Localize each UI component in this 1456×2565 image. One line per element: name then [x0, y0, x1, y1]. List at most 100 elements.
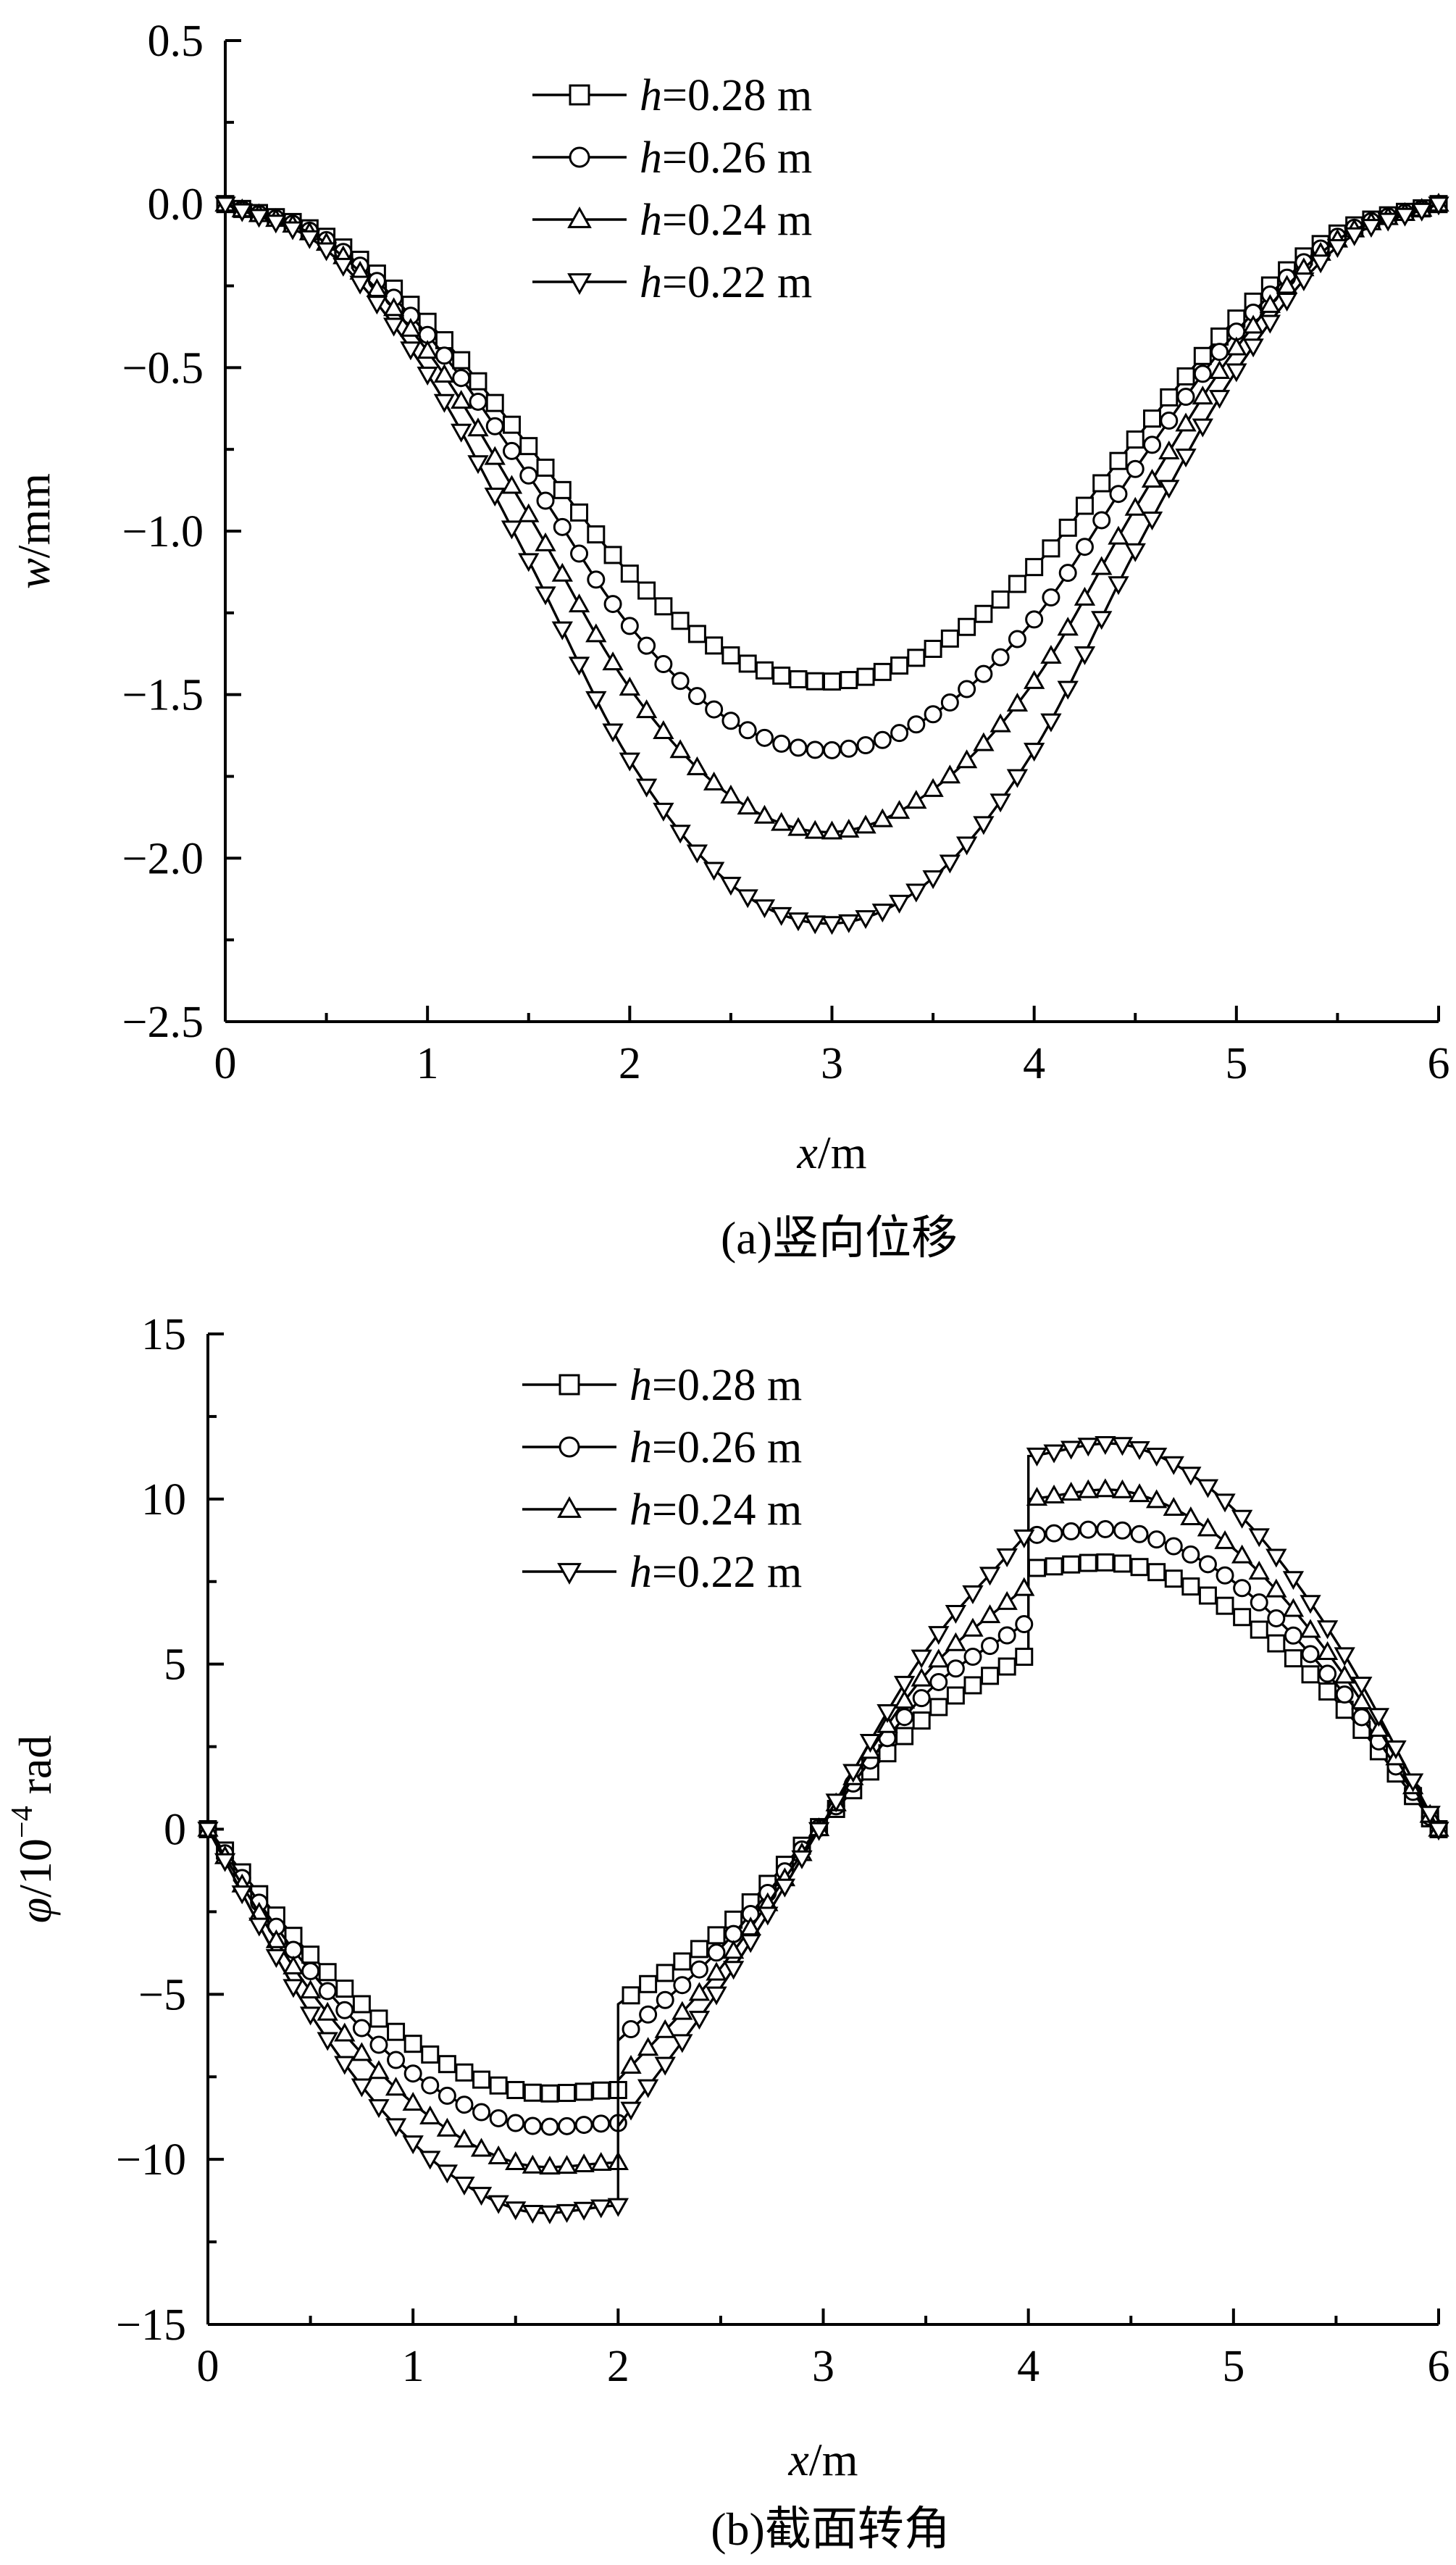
data-point	[878, 1744, 897, 1763]
data-point	[1351, 1676, 1373, 1696]
data-point	[635, 699, 658, 719]
legend-label: h=0.22 m	[629, 1548, 802, 1597]
data-point	[299, 2006, 322, 2026]
data-point	[945, 1604, 967, 1624]
data-point	[248, 1917, 270, 1937]
data-point	[1198, 1555, 1217, 1574]
data-point	[1335, 1701, 1354, 1719]
data-point	[637, 2079, 659, 2098]
data-point	[1025, 610, 1044, 629]
data-point	[856, 667, 875, 686]
data-point	[838, 914, 860, 933]
data-point	[1015, 1648, 1034, 1667]
data-point	[671, 2034, 693, 2053]
data-point	[1210, 327, 1229, 346]
legend-label: h=0.22 m	[640, 258, 812, 307]
legend-label: h=0.28 m	[629, 1361, 802, 1410]
data-point	[893, 1690, 916, 1709]
data-point	[774, 1878, 796, 1898]
data-point	[1419, 1806, 1441, 1825]
data-point	[955, 836, 978, 856]
data-point	[1145, 1489, 1168, 1509]
data-point	[876, 1704, 898, 1724]
data-point	[1214, 1530, 1236, 1549]
data-point	[871, 808, 893, 827]
data-point	[1326, 239, 1349, 259]
data-point	[387, 2051, 406, 2069]
data-point	[419, 2151, 441, 2170]
data-point	[505, 2201, 527, 2221]
data-point	[558, 2083, 577, 2102]
data-point	[1124, 543, 1146, 562]
data-point	[1198, 1586, 1217, 1605]
data-point	[669, 739, 691, 759]
data-point	[1163, 1497, 1184, 1517]
x-tick-label: 5	[1222, 2342, 1244, 2391]
x-axis-label: x/m	[788, 2434, 858, 2485]
data-point	[990, 713, 1011, 733]
data-point	[1242, 338, 1264, 358]
data-point	[603, 546, 622, 564]
data-point	[469, 372, 488, 391]
data-point	[1428, 1822, 1449, 1841]
x-axis-label-var: x	[788, 2434, 809, 2485]
data-point	[1026, 1447, 1048, 1467]
legend-marker	[557, 1563, 582, 1585]
data-point	[1013, 1577, 1035, 1596]
legend-marker	[567, 273, 592, 296]
data-point	[298, 230, 320, 249]
data-point	[518, 503, 540, 522]
data-point	[574, 2082, 593, 2101]
data-point	[946, 1686, 965, 1705]
data-point	[1126, 459, 1145, 478]
data-point	[574, 2116, 593, 2135]
data-point	[1160, 412, 1179, 430]
data-point	[421, 2045, 440, 2064]
data-point	[433, 364, 456, 383]
data-point	[485, 393, 504, 412]
data-point	[553, 517, 572, 536]
data-point	[467, 455, 489, 475]
data-point	[639, 2005, 658, 2024]
x-tick-label: 6	[1428, 2342, 1450, 2391]
data-point	[1282, 1598, 1305, 1617]
data-point	[501, 520, 523, 540]
data-point	[573, 2153, 595, 2173]
data-point	[821, 820, 843, 840]
data-point	[1233, 1579, 1252, 1598]
y-tick-label: −2.5	[122, 998, 204, 1047]
data-point	[519, 466, 538, 485]
data-point	[1025, 558, 1044, 577]
data-point	[962, 1617, 984, 1637]
data-point	[771, 812, 792, 831]
data-point	[438, 2055, 456, 2074]
data-point	[472, 2103, 491, 2122]
data-point	[602, 723, 624, 743]
data-point	[772, 666, 791, 685]
data-point	[688, 1982, 711, 2001]
data-point	[1216, 1566, 1234, 1585]
data-point	[1284, 1649, 1302, 1668]
data-point	[720, 877, 742, 896]
data-point	[1091, 556, 1113, 575]
data-point	[705, 700, 724, 719]
data-point	[1013, 1529, 1035, 1548]
data-point	[1160, 388, 1179, 406]
data-point	[1233, 1608, 1252, 1627]
data-point	[637, 636, 656, 655]
data-point	[469, 392, 488, 411]
data-point	[1180, 1506, 1202, 1526]
legend-label: h=0.24 m	[629, 1485, 802, 1535]
data-point	[518, 553, 540, 572]
data-point	[1214, 1493, 1236, 1513]
data-point	[888, 894, 911, 914]
data-point	[1075, 538, 1094, 556]
data-point	[1079, 1520, 1097, 1539]
data-point	[991, 590, 1010, 609]
data-point	[1197, 1479, 1219, 1498]
data-point	[929, 1698, 948, 1717]
data-point	[996, 1590, 1018, 1610]
data-point	[1045, 1557, 1063, 1576]
data-point	[1248, 1560, 1270, 1580]
data-point	[592, 2114, 611, 2133]
